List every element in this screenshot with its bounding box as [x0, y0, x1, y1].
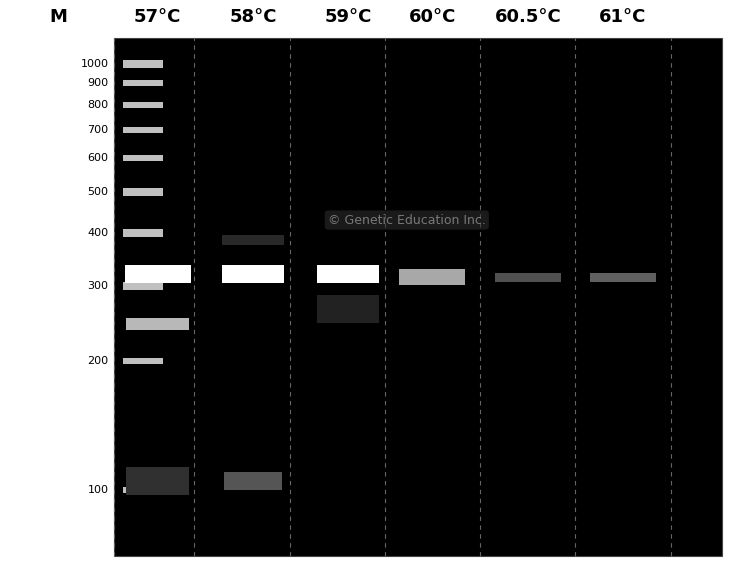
Bar	[399, 269, 465, 285]
Bar	[123, 188, 163, 196]
Bar	[123, 60, 163, 68]
Bar	[590, 273, 656, 282]
Text: 60°C: 60°C	[409, 8, 456, 26]
Text: © Genetic Education Inc.: © Genetic Education Inc.	[328, 214, 486, 226]
Bar	[123, 102, 163, 108]
Text: 500: 500	[87, 187, 108, 197]
Text: 59°C: 59°C	[325, 8, 372, 26]
Text: 700: 700	[87, 124, 108, 134]
Bar	[224, 472, 282, 490]
Text: 400: 400	[87, 228, 108, 238]
Text: 61°C: 61°C	[600, 8, 647, 26]
Bar	[221, 235, 284, 245]
Text: M: M	[50, 8, 67, 26]
Text: 200: 200	[87, 357, 108, 367]
Text: 100: 100	[87, 485, 108, 495]
Text: 800: 800	[87, 100, 108, 110]
Bar	[221, 265, 284, 284]
Bar	[123, 358, 163, 364]
Text: 600: 600	[87, 153, 108, 163]
Bar	[126, 467, 189, 495]
Bar	[317, 265, 380, 284]
Bar	[317, 295, 380, 324]
Bar	[123, 487, 163, 493]
Text: 900: 900	[87, 78, 108, 88]
Text: 300: 300	[87, 281, 108, 291]
Bar	[123, 80, 163, 86]
Bar	[123, 229, 163, 237]
Bar	[123, 283, 163, 291]
Bar	[123, 127, 163, 133]
Text: 57°C: 57°C	[134, 8, 181, 26]
Text: 1000: 1000	[81, 58, 108, 68]
Bar	[114, 38, 722, 556]
Bar	[123, 155, 163, 161]
Bar	[495, 273, 561, 282]
Bar	[125, 265, 191, 284]
Bar	[126, 318, 189, 330]
Text: 60.5°C: 60.5°C	[494, 8, 561, 26]
Text: 58°C: 58°C	[229, 8, 276, 26]
